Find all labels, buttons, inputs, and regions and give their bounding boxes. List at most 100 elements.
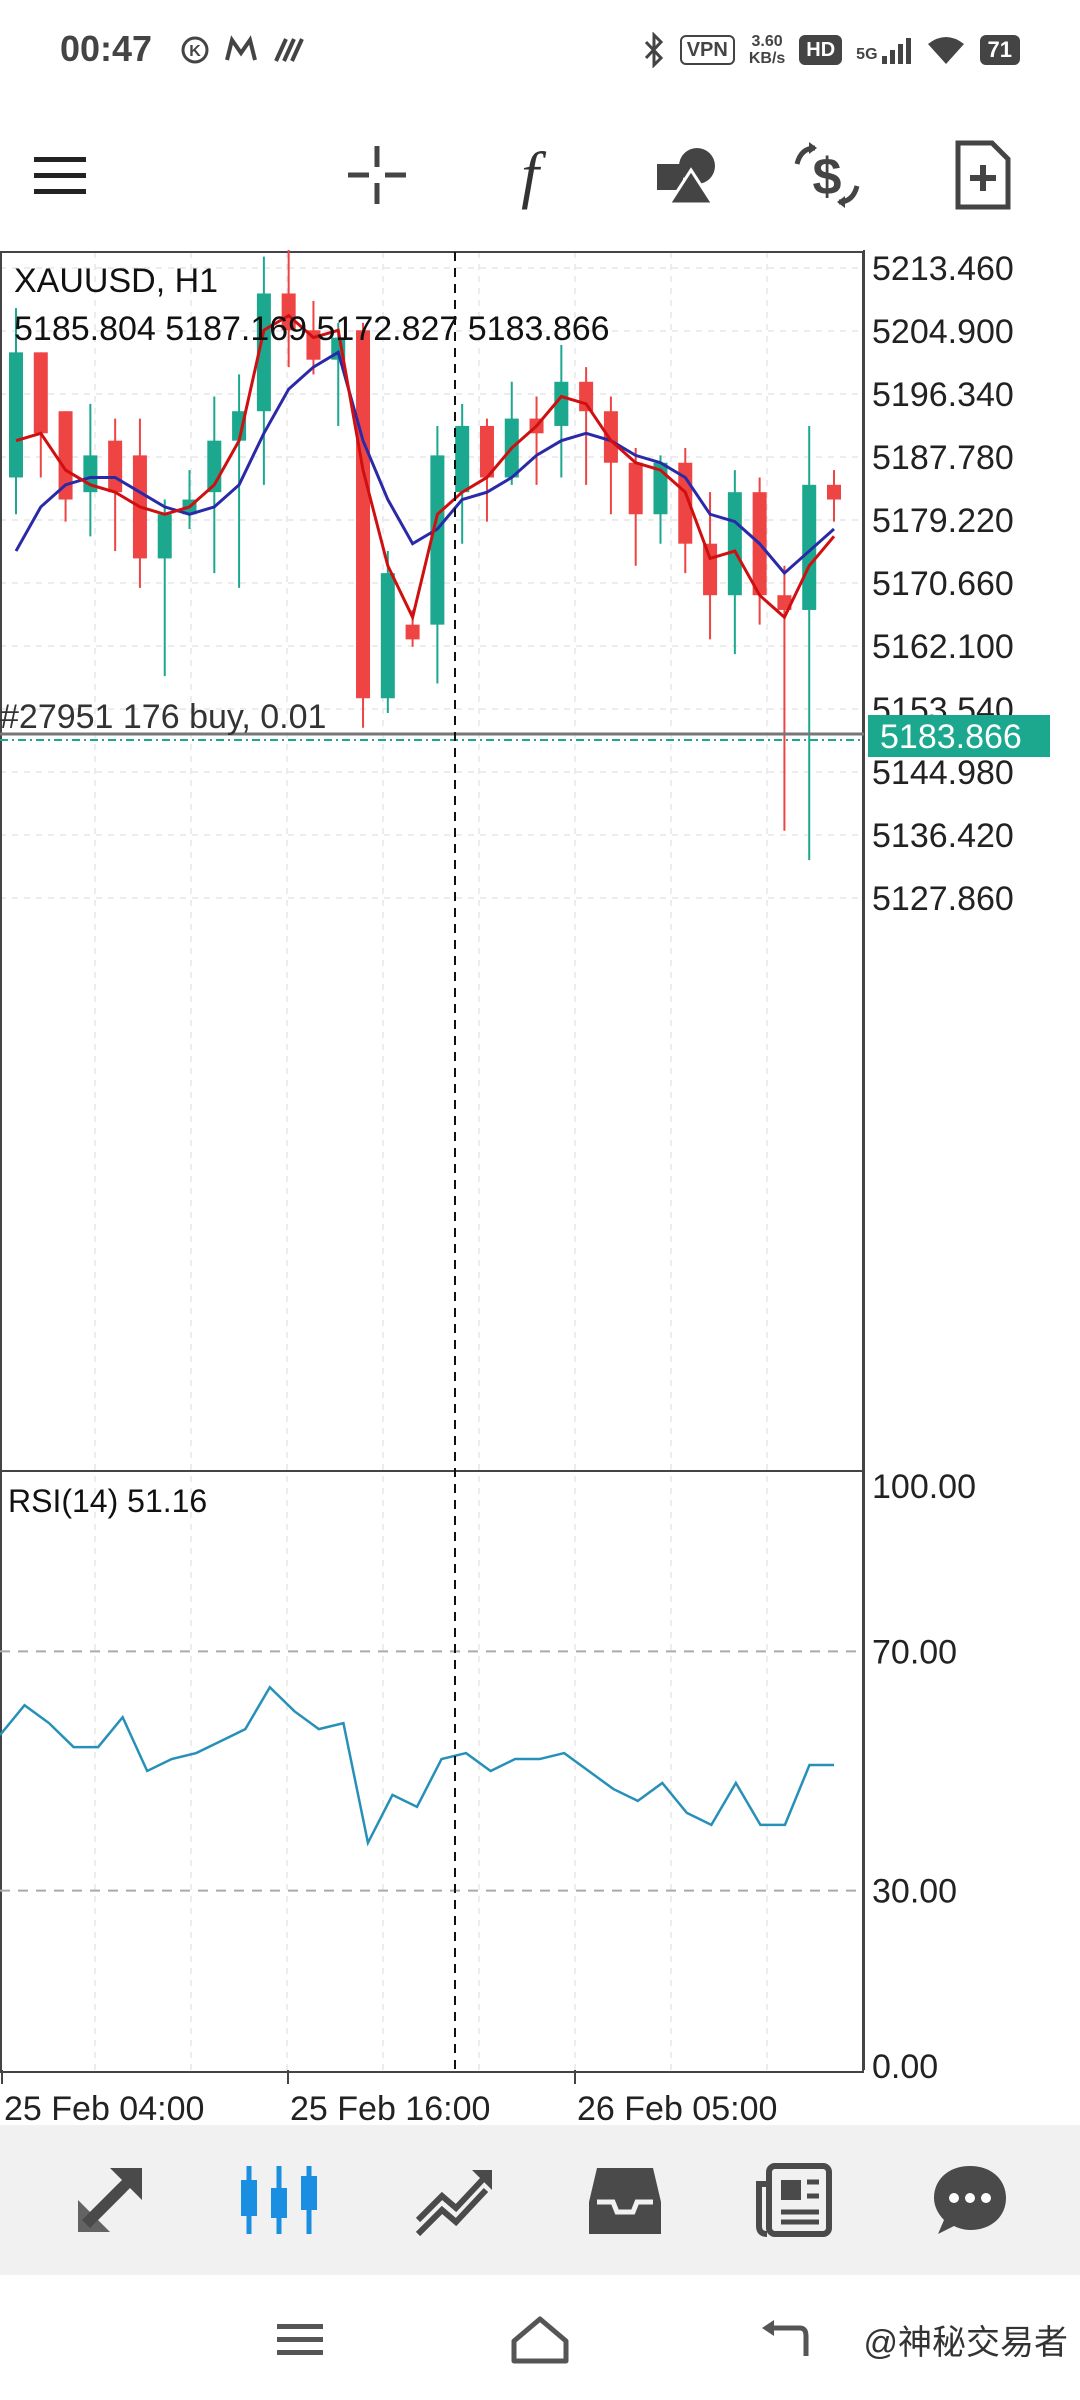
home-icon <box>511 2316 569 2364</box>
new-order-icon <box>955 140 1011 210</box>
hd-badge: HD <box>799 35 843 65</box>
candle <box>777 565 792 831</box>
candle <box>9 308 23 515</box>
rsi-chart-border <box>0 1470 864 2073</box>
candle <box>58 411 73 522</box>
rsi-line <box>0 1685 834 1847</box>
svg-text:f: f <box>521 140 547 210</box>
current-price-tag <box>868 715 1050 757</box>
back-icon <box>762 2320 809 2356</box>
price-tick-label: 5136.420 <box>872 817 1014 855</box>
trade-icon: $ <box>794 142 860 208</box>
candle <box>678 448 693 574</box>
objects-button[interactable] <box>643 130 733 220</box>
chart-icon <box>241 2166 317 2234</box>
candle-body <box>281 293 296 331</box>
candle <box>380 551 395 713</box>
moving-averages <box>14 313 836 622</box>
home-button[interactable] <box>495 2300 585 2380</box>
history-icon <box>589 2168 661 2234</box>
recent-apps-button[interactable] <box>255 2300 345 2380</box>
candle <box>356 322 371 728</box>
candle-body <box>628 462 643 515</box>
candle <box>727 470 742 655</box>
price-tick-label: 5196.340 <box>872 376 1014 414</box>
back-button[interactable] <box>740 2300 830 2380</box>
candle <box>479 418 494 522</box>
indicators-button[interactable]: f <box>485 130 575 220</box>
candle-body <box>108 440 123 493</box>
price-tick-label: 5170.660 <box>872 565 1014 603</box>
candle <box>157 499 172 677</box>
candle <box>802 425 817 861</box>
crosshair-icon <box>348 146 406 204</box>
price-tick-label: 5162.100 <box>872 628 1014 666</box>
crosshair-button[interactable] <box>332 130 422 220</box>
candle-body <box>256 293 271 412</box>
recent-apps-icon <box>277 2324 323 2355</box>
nav-history[interactable] <box>570 2145 680 2255</box>
new-order-button[interactable] <box>937 130 1027 220</box>
candle-body <box>653 462 668 515</box>
news-icon <box>756 2163 832 2237</box>
ohlc-values: 5185.804 5187.169 5172.827 5183.866 <box>14 310 610 348</box>
candle <box>430 425 445 684</box>
candle-body <box>33 352 48 434</box>
candle <box>827 470 841 522</box>
bottom-navigation <box>0 2125 1080 2275</box>
svg-text:K: K <box>189 43 201 60</box>
symbol-timeframe: XAUUSD, H1 <box>14 262 218 300</box>
candle-body <box>405 624 420 640</box>
nav-messages[interactable] <box>915 2145 1025 2255</box>
nav-quotes[interactable] <box>55 2145 165 2255</box>
status-bar: 00:47 K VPN 3.60 KB/s HD 5G 71 <box>0 0 1080 100</box>
time-axis-label: 26 Feb 05:00 <box>577 2090 777 2128</box>
candle <box>108 418 123 552</box>
candle-body <box>455 425 470 493</box>
candle-body <box>703 543 718 596</box>
trade-button[interactable]: $ <box>782 130 872 220</box>
candle-body <box>827 484 841 500</box>
menu-icon <box>34 157 86 194</box>
candle-body <box>579 381 594 412</box>
position-label[interactable]: #27951 176 buy, 0.01 <box>0 698 326 736</box>
candle-body <box>380 573 395 699</box>
candle <box>455 403 470 544</box>
time-axis-label: 25 Feb 16:00 <box>290 2090 490 2128</box>
network-speed: 3.60 KB/s <box>748 33 786 67</box>
nav-chart[interactable] <box>225 2145 335 2255</box>
signal-icon: 5G <box>856 36 911 64</box>
candle-body <box>603 411 618 463</box>
candle-body <box>554 381 569 426</box>
candle <box>554 344 569 478</box>
objects-icon <box>657 148 716 206</box>
indicators-icon: f <box>521 140 547 210</box>
status-system-icons: VPN 3.60 KB/s HD 5G 71 <box>642 28 1020 72</box>
bluetooth-icon <box>644 32 663 68</box>
candle <box>232 374 247 588</box>
candle-body <box>727 492 742 596</box>
candle <box>579 367 594 485</box>
candle <box>281 250 296 368</box>
nav-news[interactable] <box>740 2145 850 2255</box>
rsi-tick-label: 0.00 <box>872 2048 938 2086</box>
candle-body <box>802 484 817 610</box>
candle <box>603 396 618 515</box>
rsi-indicator <box>0 1650 864 1892</box>
price-axis-labels: 5222.0205213.4605204.9005196.3405187.780… <box>872 250 1014 918</box>
price-tick-label: 5179.220 <box>872 502 1014 540</box>
battery-level: 71 <box>979 35 1020 65</box>
price-chart[interactable]: XAUUSD, H1 5185.804 5187.169 5172.827 51… <box>0 250 1080 2130</box>
vpn-badge: VPN <box>679 35 735 65</box>
candle <box>504 381 519 485</box>
rsi-tick-label: 30.00 <box>872 1873 957 1911</box>
chart-area[interactable]: XAUUSD, H1 5185.804 5187.169 5172.827 51… <box>0 250 1080 2130</box>
nav-trade[interactable] <box>400 2145 510 2255</box>
system-navigation: @神秘交易者 <box>0 2275 1080 2400</box>
price-tick-label: 5204.900 <box>872 313 1014 351</box>
candle-body <box>430 455 445 625</box>
rsi-axis-labels: 100.00 70.00 30.00 0.00 <box>872 1468 976 2086</box>
rsi-label: RSI(14) 51.16 <box>8 1483 207 1519</box>
k-app-icon: K <box>181 36 209 64</box>
menu-button[interactable] <box>15 130 105 220</box>
